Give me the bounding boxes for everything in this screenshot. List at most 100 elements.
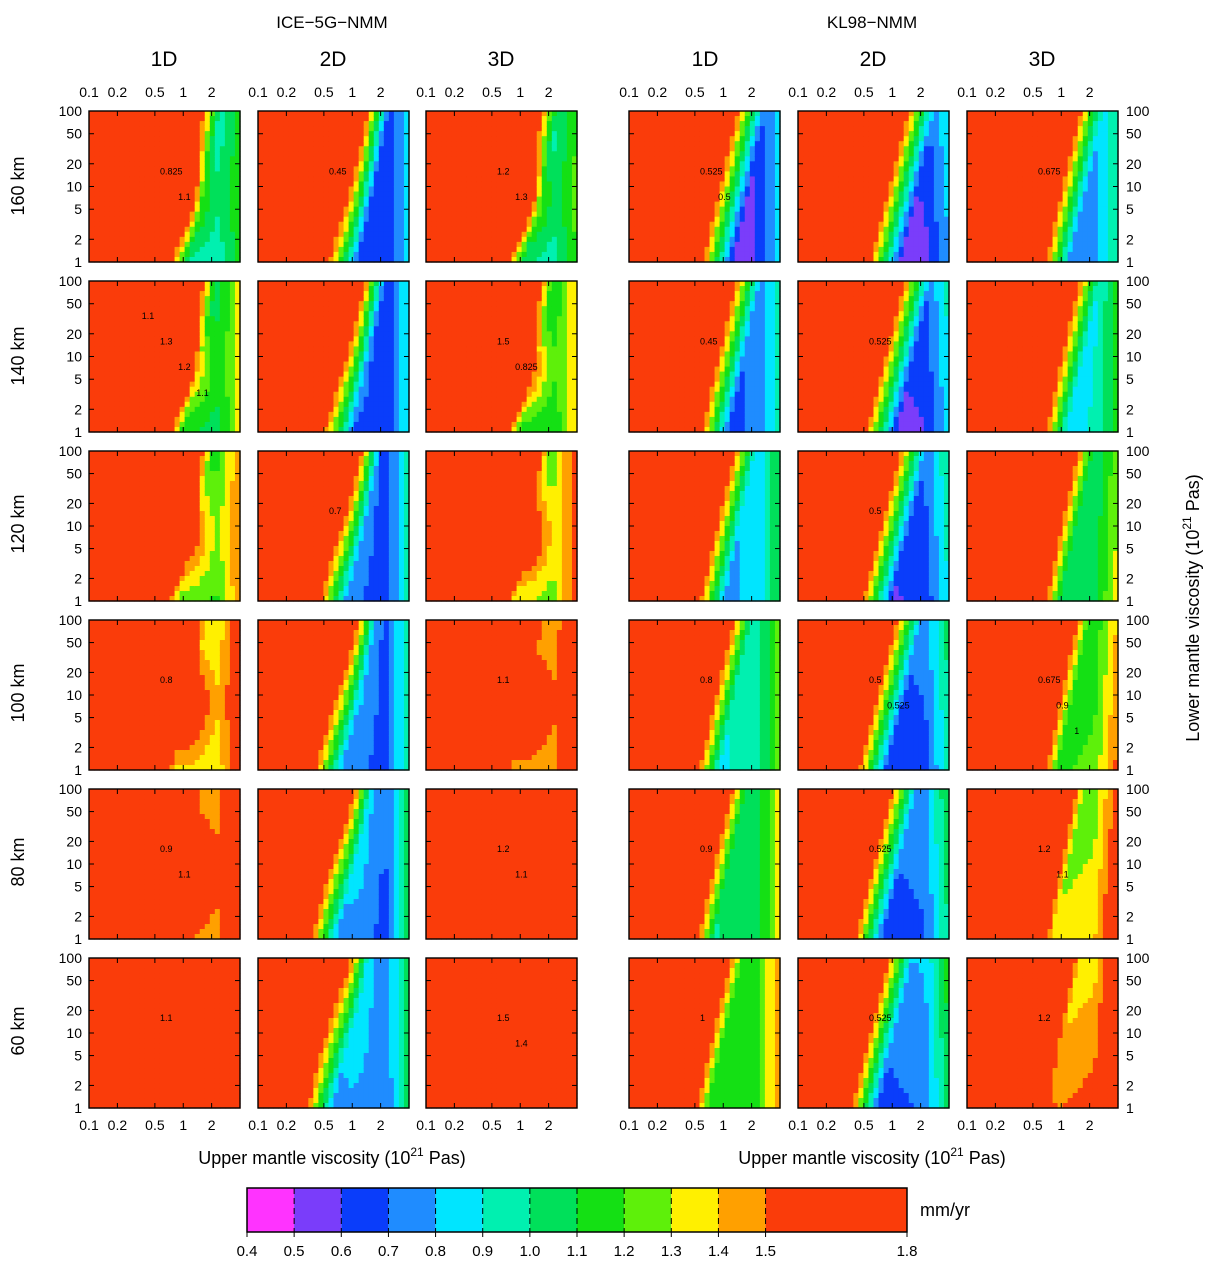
contour-cell [679, 222, 685, 228]
contour-cell [308, 212, 314, 218]
contour-cell [364, 156, 370, 162]
contour-cell [369, 202, 375, 208]
contour-cell [205, 237, 211, 243]
contour-cell [323, 232, 329, 238]
contour-cell [303, 176, 309, 182]
contour-cell [139, 207, 145, 213]
contour-cell [190, 141, 196, 147]
contour-cell [318, 176, 324, 182]
contour-cell [562, 252, 568, 258]
contour-cell [278, 131, 284, 137]
contour-cell [349, 197, 355, 203]
contour-cell [436, 136, 442, 142]
contour-cell [154, 141, 160, 147]
contour-cell [129, 187, 135, 193]
contour-cell [268, 116, 274, 122]
contour-cell [119, 217, 125, 223]
contour-cell [634, 141, 640, 147]
contour-cell [119, 141, 125, 147]
contour-cell [293, 171, 299, 177]
contour-cell [507, 146, 513, 152]
contour-cell [567, 242, 573, 248]
contour-cell [446, 181, 452, 187]
contour-cell [679, 151, 685, 157]
contour-cell [149, 156, 155, 162]
contour-cell [268, 207, 274, 213]
contour-cell [89, 192, 95, 198]
contour-cell [308, 126, 314, 132]
contour-cell [185, 176, 191, 182]
contour-cell [471, 252, 477, 258]
contour-cell [225, 176, 231, 182]
contour-cell [283, 166, 289, 172]
contour-cell [339, 212, 345, 218]
contour-cell [374, 141, 380, 147]
contour-cell [486, 136, 492, 142]
contour-cell [215, 136, 221, 142]
contour-cell [230, 252, 236, 258]
contour-cell [567, 222, 573, 228]
contour-cell [139, 166, 145, 172]
contour-cell [119, 151, 125, 157]
contour-cell [154, 156, 160, 162]
contour-cell [175, 232, 181, 238]
contour-cell [298, 227, 304, 233]
contour-cell [195, 192, 201, 198]
contour-cell [149, 237, 155, 243]
contour-cell [629, 121, 635, 127]
contour-cell [654, 237, 660, 243]
contour-cell [134, 222, 140, 228]
contour-cell [323, 181, 329, 187]
contour-cell [288, 242, 294, 248]
contour-cell [159, 131, 165, 137]
contour-cell [323, 192, 329, 198]
contour-cell [567, 141, 573, 147]
contour-cell [639, 141, 645, 147]
contour-cell [303, 252, 309, 258]
contour-cell [507, 232, 513, 238]
contour-cell [451, 156, 457, 162]
contour-cell [129, 247, 135, 253]
contour-cell [210, 252, 216, 258]
contour-cell [170, 131, 176, 137]
contour-cell [456, 161, 462, 167]
contour-cell [273, 156, 279, 162]
contour-cell [634, 146, 640, 152]
contour-cell [283, 121, 289, 127]
contour-cell [109, 176, 115, 182]
contour-cell [441, 146, 447, 152]
contour-cell [313, 126, 319, 132]
contour-cell [431, 146, 437, 152]
contour-cell [220, 151, 226, 157]
contour-cell [364, 212, 370, 218]
contour-cell [273, 252, 279, 258]
contour-cell [664, 126, 670, 132]
contour-cell [369, 197, 375, 203]
contour-cell [318, 232, 324, 238]
contour-cell [364, 252, 370, 258]
contour-cell [119, 232, 125, 238]
contour-cell [154, 176, 160, 182]
contour-cell [522, 111, 528, 117]
contour-cell [149, 181, 155, 187]
contour-cell [114, 212, 120, 218]
contour-cell [426, 192, 432, 198]
contour-cell [334, 126, 340, 132]
contour-cell [431, 121, 437, 127]
contour-cell [679, 197, 685, 203]
contour-cell [328, 146, 334, 152]
contour-cell [644, 202, 650, 208]
contour-cell [215, 237, 221, 243]
contour-cell [634, 161, 640, 167]
contour-cell [139, 171, 145, 177]
contour-cell [441, 212, 447, 218]
contour-cell [190, 161, 196, 167]
contour-cell [532, 146, 538, 152]
contour-cell [303, 192, 309, 198]
contour-cell [215, 181, 221, 187]
contour-cell [491, 202, 497, 208]
contour-cell [441, 151, 447, 157]
contour-cell [471, 126, 477, 132]
contour-cell [557, 192, 563, 198]
contour-cell [537, 197, 543, 203]
